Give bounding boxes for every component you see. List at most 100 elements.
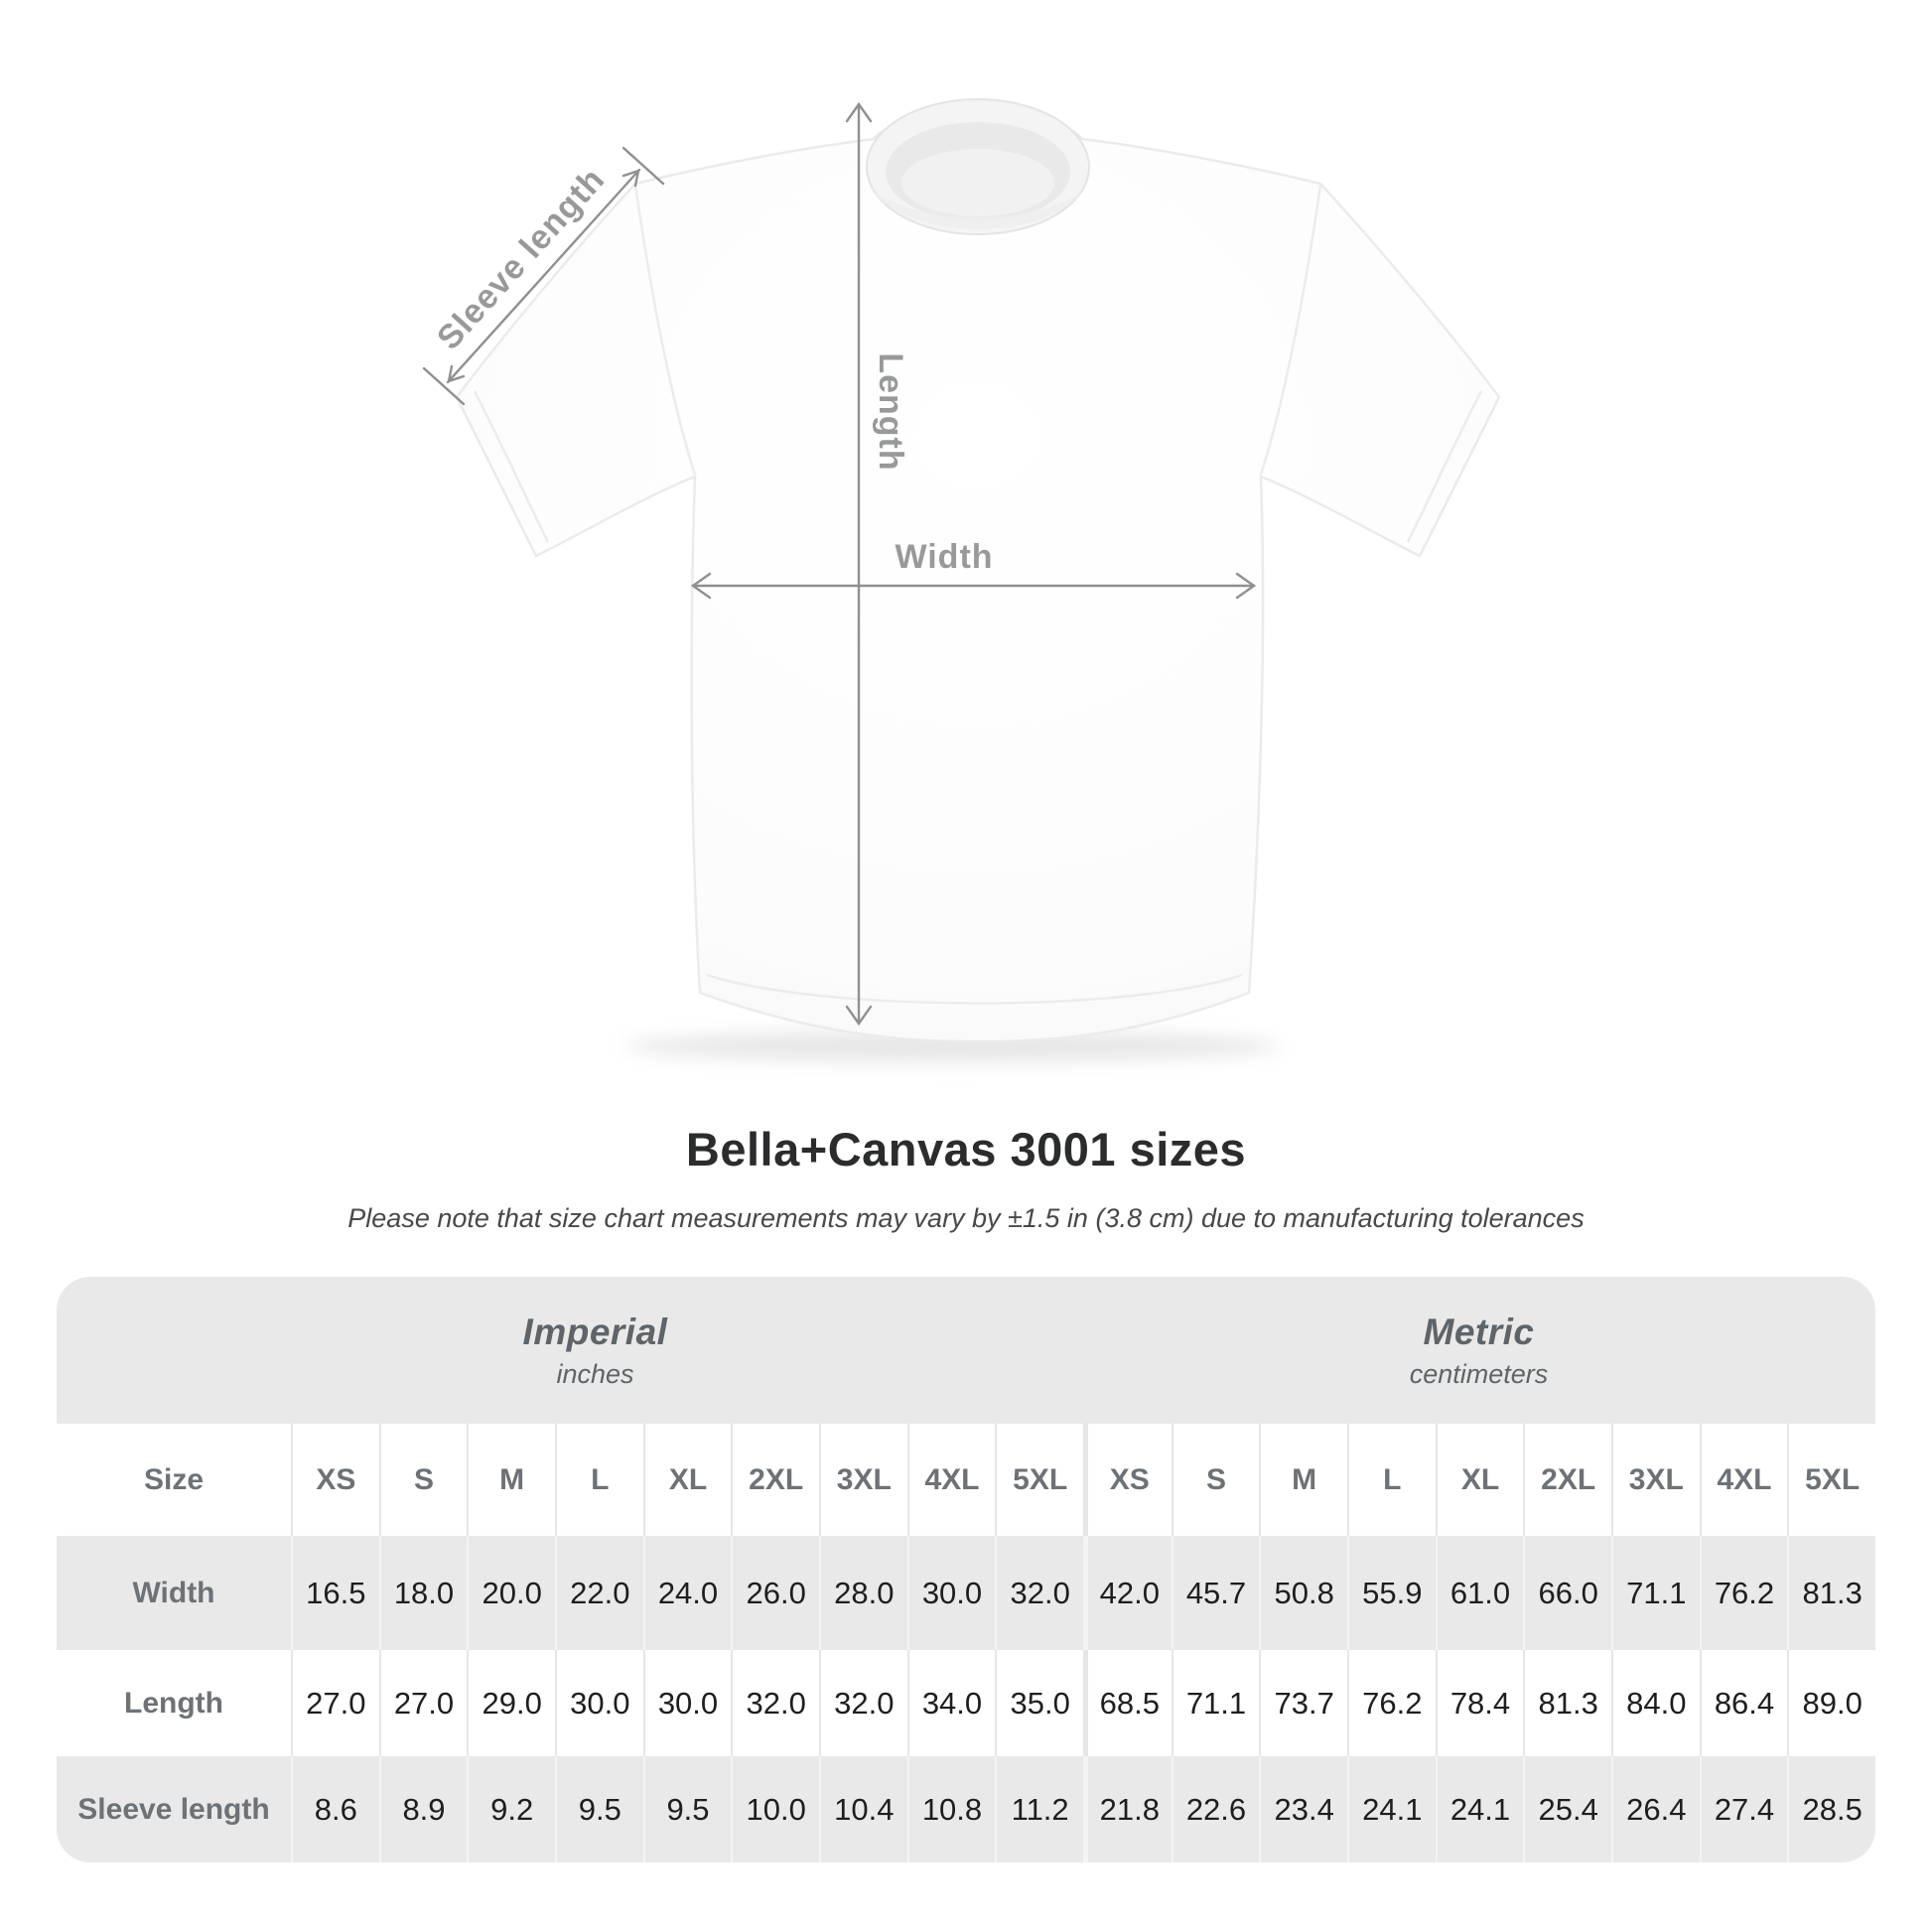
value-cell: 32.0 (995, 1536, 1083, 1650)
size-header-cell: 4XL (906, 1424, 996, 1536)
value-cell: 45.7 (1171, 1536, 1260, 1650)
value-cell: 26.0 (731, 1536, 819, 1650)
value-cell: 42.0 (1082, 1536, 1172, 1650)
size-column-header: Size (143, 1462, 205, 1496)
value-cell: 76.2 (1699, 1536, 1788, 1650)
value-cell: 84.0 (1610, 1650, 1700, 1756)
value-cell: 50.8 (1259, 1536, 1347, 1650)
value-cell: 28.0 (818, 1536, 907, 1650)
size-header-cell: 3XL (1610, 1424, 1700, 1536)
value-cell: 30.0 (906, 1536, 996, 1650)
value-cell: 10.8 (906, 1756, 996, 1863)
size-table: Imperial inches Metric centimeters Size … (57, 1277, 1875, 1863)
imperial-label: Imperial (522, 1311, 668, 1352)
sleeve-length-arrow (422, 146, 665, 406)
size-header-cell: XS (291, 1424, 379, 1536)
size-header-cell: XS (1082, 1424, 1172, 1536)
value-cell: 9.5 (554, 1756, 643, 1863)
value-cell: 66.0 (1523, 1536, 1611, 1650)
value-cell: 32.0 (731, 1650, 819, 1756)
size-header-cell: 4XL (1699, 1424, 1788, 1536)
value-cell: 20.0 (467, 1536, 555, 1650)
table-row-sleeve-length: Sleeve length 8.6 8.9 9.2 9.5 9.5 10.0 1… (57, 1756, 1875, 1863)
value-cell: 8.9 (378, 1756, 468, 1863)
tshirt-body (455, 110, 1501, 1043)
row-label: Length (124, 1686, 223, 1720)
size-header-cell: XL (1435, 1424, 1524, 1536)
shirt-diagram-svg: Width Length Sleeve length (422, 98, 1501, 1062)
value-cell: 81.3 (1787, 1536, 1875, 1650)
value-cell: 18.0 (378, 1536, 468, 1650)
value-cell: 68.5 (1082, 1650, 1172, 1756)
size-header-cell: 5XL (995, 1424, 1083, 1536)
row-label: Width (132, 1576, 215, 1609)
value-cell: 25.4 (1523, 1756, 1611, 1863)
value-cell: 55.9 (1346, 1536, 1436, 1650)
value-cell: 86.4 (1699, 1650, 1788, 1756)
metric-unit: centimeters (1409, 1358, 1549, 1389)
value-cell: 23.4 (1259, 1756, 1347, 1863)
value-cell: 30.0 (642, 1650, 732, 1756)
value-cell: 32.0 (818, 1650, 907, 1756)
value-cell: 8.6 (291, 1756, 379, 1863)
page-subtitle: Please note that size chart measurements… (347, 1203, 1585, 1233)
value-cell: 24.1 (1435, 1756, 1524, 1863)
size-header-cell: L (554, 1424, 643, 1536)
size-header-cell: 2XL (731, 1424, 819, 1536)
unit-group-imperial: Imperial inches (57, 1277, 1082, 1424)
value-cell: 11.2 (995, 1756, 1083, 1863)
value-cell: 81.3 (1523, 1650, 1611, 1756)
page-title: Bella+Canvas 3001 sizes (685, 1123, 1247, 1175)
value-cell: 76.2 (1346, 1650, 1436, 1756)
size-header-cell: 2XL (1523, 1424, 1611, 1536)
value-cell: 73.7 (1259, 1650, 1347, 1756)
size-header-cell: S (1171, 1424, 1260, 1536)
shirt-ground-shadow (625, 1031, 1281, 1062)
value-cell: 30.0 (554, 1650, 643, 1756)
size-header-cell: L (1346, 1424, 1436, 1536)
width-label: Width (895, 538, 993, 576)
size-header-row: Size XS S M L XL 2XL 3XL 4XL 5XL XS S M … (57, 1424, 1875, 1536)
value-cell: 27.4 (1699, 1756, 1788, 1863)
value-cell: 21.8 (1082, 1756, 1172, 1863)
size-header-cell: 5XL (1787, 1424, 1875, 1536)
unit-band-row: Imperial inches Metric centimeters (57, 1277, 1875, 1424)
value-cell: 24.0 (642, 1536, 732, 1650)
value-cell: 71.1 (1171, 1650, 1260, 1756)
length-label: Length (872, 352, 909, 471)
table-row-length: Length 27.0 27.0 29.0 30.0 30.0 32.0 32.… (57, 1650, 1875, 1756)
value-cell: 24.1 (1346, 1756, 1436, 1863)
value-cell: 10.4 (818, 1756, 907, 1863)
size-header-cell: XL (642, 1424, 732, 1536)
metric-label: Metric (1423, 1311, 1535, 1352)
value-cell: 61.0 (1435, 1536, 1524, 1650)
size-header-cell: 3XL (818, 1424, 907, 1536)
size-header-cell: S (378, 1424, 468, 1536)
size-header-cell: M (1259, 1424, 1347, 1536)
shirt-measurement-diagram: Width Length Sleeve length (422, 98, 1501, 1062)
collar-shadow (872, 191, 1084, 229)
measurement-annotations (422, 101, 1257, 1027)
value-cell: 34.0 (906, 1650, 996, 1756)
unit-group-metric: Metric centimeters (1082, 1277, 1875, 1424)
value-cell: 89.0 (1787, 1650, 1875, 1756)
shirt-seams (473, 185, 1483, 1005)
value-cell: 29.0 (467, 1650, 555, 1756)
value-cell: 16.5 (291, 1536, 379, 1650)
length-arrow (845, 101, 873, 1027)
value-cell: 27.0 (378, 1650, 468, 1756)
value-cell: 78.4 (1435, 1650, 1524, 1756)
value-cell: 9.2 (467, 1756, 555, 1863)
value-cell: 28.5 (1787, 1756, 1875, 1863)
value-cell: 26.4 (1610, 1756, 1700, 1863)
collar-inner-highlight (901, 149, 1054, 216)
value-cell: 22.0 (554, 1536, 643, 1650)
row-label: Sleeve length (77, 1792, 270, 1826)
width-arrow (690, 572, 1257, 600)
tshirt-graphic (455, 98, 1501, 1043)
size-header-cell: M (467, 1424, 555, 1536)
imperial-unit: inches (556, 1358, 634, 1389)
table-row-width: Width 16.5 18.0 20.0 22.0 24.0 26.0 28.0… (57, 1536, 1875, 1650)
value-cell: 10.0 (731, 1756, 819, 1863)
